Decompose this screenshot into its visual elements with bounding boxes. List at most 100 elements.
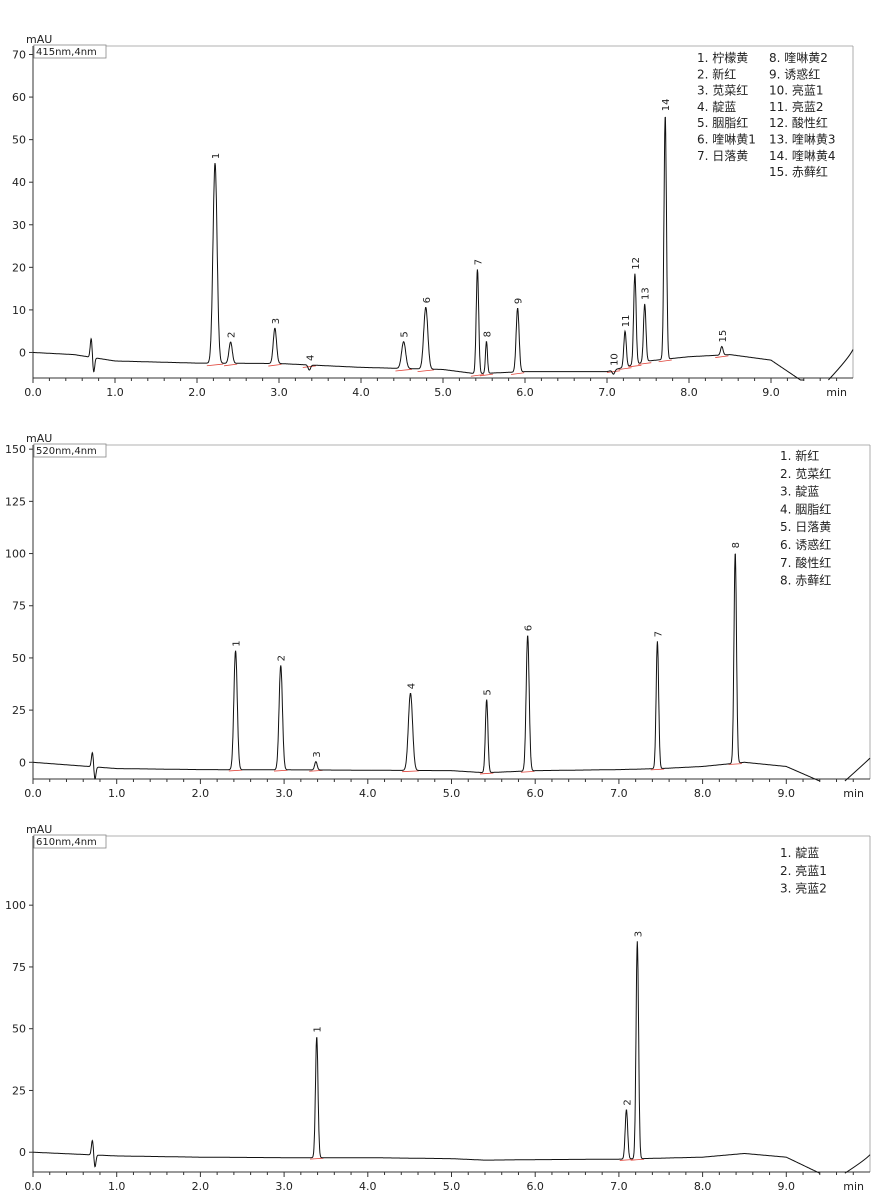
y-tick-label: 10 [12, 304, 26, 317]
integration-baseline [274, 769, 288, 772]
peak-label: 15 [718, 330, 729, 343]
x-tick-label: 0.0 [24, 787, 42, 800]
peak-label: 13 [641, 287, 652, 300]
legend-entry: 4. 靛蓝 [697, 100, 736, 114]
integration-baseline [630, 1158, 645, 1161]
y-unit-label: mAU [26, 432, 52, 445]
peak-label: 6 [422, 297, 433, 303]
y-tick-label: 50 [12, 134, 26, 147]
legend-entry: 2. 新红 [697, 66, 736, 81]
legend-entry: 2. 苋菜红 [780, 466, 831, 481]
peak-label: 1 [211, 153, 222, 159]
legend-entry: 1. 新红 [780, 448, 819, 463]
peak-label: 8 [731, 542, 742, 548]
wavelength-box [33, 443, 107, 458]
peak-label: 14 [661, 99, 672, 112]
peak-label: 9 [514, 298, 525, 304]
peak-label: 4 [406, 683, 417, 689]
legend-entry: 6. 喹啉黄1 [697, 132, 756, 147]
x-unit-label: min [826, 386, 847, 399]
y-tick-label: 40 [12, 176, 26, 189]
integration-baseline [309, 769, 323, 772]
wavelength-box [33, 834, 107, 849]
x-unit-label: min [843, 1180, 864, 1193]
y-unit-label: mAU [26, 823, 52, 836]
legend-entry: 5. 日落黄 [780, 520, 831, 534]
x-tick-label: 0.0 [24, 386, 42, 399]
legend-entry: 7. 日落黄 [697, 149, 748, 163]
x-tick-label: 8.0 [694, 787, 712, 800]
chromatogram-trace [33, 553, 820, 782]
y-tick-label: 20 [12, 261, 26, 274]
x-tick-label: 3.0 [275, 787, 293, 800]
integration-baseline [395, 368, 412, 372]
legend-entry: 5. 胭脂红 [697, 115, 748, 130]
integration-baseline [619, 1159, 634, 1161]
integration-baseline [402, 770, 419, 773]
peak-label: 3 [633, 931, 644, 937]
legend-entry: 3. 靛蓝 [780, 485, 819, 499]
chromatogram-trace [32, 941, 820, 1174]
legend-entry: 7. 酸性红 [780, 555, 831, 570]
x-unit-label: min [843, 787, 864, 800]
x-tick-label: 4.0 [359, 787, 377, 800]
x-tick-label: 8.0 [680, 386, 698, 399]
x-tick-label: 1.0 [108, 787, 126, 800]
x-tick-label: 6.0 [526, 1180, 544, 1193]
x-tick-label: 4.0 [352, 386, 370, 399]
x-tick-label: 5.0 [443, 787, 461, 800]
peak-label: 3 [312, 751, 323, 757]
legend-entry: 13. 喹啉黄3 [769, 132, 836, 147]
integration-baseline [520, 770, 535, 773]
legend-entry: 3. 亮蓝2 [780, 881, 827, 896]
x-tick-label: 5.0 [443, 1180, 461, 1193]
x-tick-label: 9.0 [762, 386, 780, 399]
y-tick-label: 70 [12, 49, 26, 62]
integration-baseline [628, 364, 642, 368]
x-tick-label: 6.0 [516, 386, 534, 399]
chromatogram-panel-1: 0 10 20 30 40 50 60 70 0.0 1.0 2.0 3.0 4.0 5.0 6.0 7.0 8… [12, 33, 854, 399]
x-tick-label: 1.0 [106, 386, 124, 399]
chromatogram-panel-3: 0 25 50 75 100 0.0 1.0 2.0 3.0 4.0 5.0 6.0 7.0 8.0 9.0… [5, 823, 871, 1193]
y-tick-label: 25 [12, 704, 26, 717]
y-tick-label: 100 [5, 899, 26, 912]
chromatogram-trace-tail [844, 757, 871, 782]
legend-entry: 3. 苋菜红 [697, 83, 748, 98]
y-tick-label: 0 [19, 756, 26, 769]
y-tick-label: 0 [19, 1146, 26, 1159]
legend-entry: 11. 亮蓝2 [769, 99, 824, 114]
legend-entry: 1. 柠檬黄 [697, 50, 748, 65]
x-tick-label: 2.0 [188, 386, 206, 399]
x-tick-label: 4.0 [359, 1180, 377, 1193]
peak-label: 2 [227, 332, 238, 338]
x-tick-label: 3.0 [275, 1180, 293, 1193]
x-tick-label: 5.0 [434, 386, 452, 399]
integration-baseline [638, 362, 652, 365]
integration-baseline [479, 373, 494, 377]
chromatogram-trace-tail [828, 349, 854, 381]
integration-baseline [417, 369, 435, 372]
peak-label: 6 [524, 625, 535, 631]
peak-label: 1 [232, 640, 243, 646]
integration-baseline [310, 1157, 324, 1160]
wavelength-label: 520nm,4nm [36, 446, 97, 457]
x-tick-label: 3.0 [270, 386, 288, 399]
peak-label: 11 [621, 314, 632, 327]
integration-baseline [479, 772, 494, 775]
y-tick-label: 75 [12, 600, 26, 613]
integration-baseline [302, 365, 316, 368]
y-tick-label: 30 [12, 219, 26, 232]
y-unit-label: mAU [26, 33, 52, 46]
peak-label: 2 [277, 655, 288, 661]
chromatogram-trace-tail [844, 1154, 871, 1174]
x-tick-label: 7.0 [610, 787, 628, 800]
integration-baseline [511, 372, 525, 375]
x-tick-label: 6.0 [526, 787, 544, 800]
peak-label: 5 [483, 689, 494, 695]
chromatogram-trace [33, 116, 804, 381]
legend-entry: 6. 诱惑红 [780, 537, 831, 552]
x-tick-label: 7.0 [598, 386, 616, 399]
integration-baseline [268, 363, 282, 367]
